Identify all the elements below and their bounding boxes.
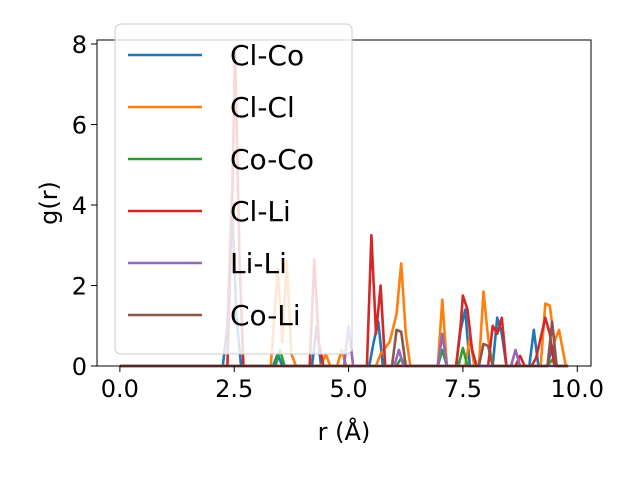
series-line-co-co (119, 346, 569, 368)
ticks-layer: 0.0 2.5 5.0 7.5 10.0 0 2 4 6 8 (72, 31, 604, 403)
x-tick-label: 5.0 (329, 375, 367, 403)
legend-label: Cl-Li (230, 195, 291, 228)
x-tick-label: 2.5 (215, 375, 253, 403)
legend-label: Co-Li (230, 299, 301, 332)
y-tick-label: 8 (72, 31, 87, 59)
x-tick-label: 0.0 (101, 375, 139, 403)
series-line-co-li (119, 320, 569, 368)
y-tick-label: 4 (72, 192, 87, 220)
legend: Cl-Co Cl-Cl Co-Co Cl-Li Li-Li Co-Li (114, 23, 353, 355)
y-tick-label: 0 (72, 353, 87, 381)
legend-label: Cl-Co (230, 39, 304, 72)
y-tick-label: 6 (72, 112, 87, 140)
x-axis-label: r (Å) (318, 417, 371, 446)
legend-label: Co-Co (230, 143, 314, 176)
x-tick-label: 7.5 (444, 375, 482, 403)
legend-label: Li-Li (230, 247, 287, 280)
y-tick-label: 2 (72, 273, 87, 301)
x-tick-label: 10.0 (551, 375, 604, 403)
legend-label: Cl-Cl (230, 91, 295, 124)
y-axis-label: g(r) (35, 181, 63, 225)
